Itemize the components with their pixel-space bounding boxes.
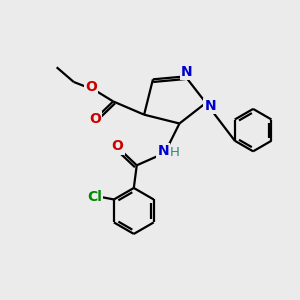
Text: O: O [112,140,124,154]
Text: Cl: Cl [87,190,102,204]
Text: N: N [181,65,193,79]
Text: N: N [205,99,216,113]
Text: O: O [85,80,97,94]
Text: H: H [170,146,180,159]
Text: O: O [89,112,101,126]
Text: N: N [158,145,169,158]
